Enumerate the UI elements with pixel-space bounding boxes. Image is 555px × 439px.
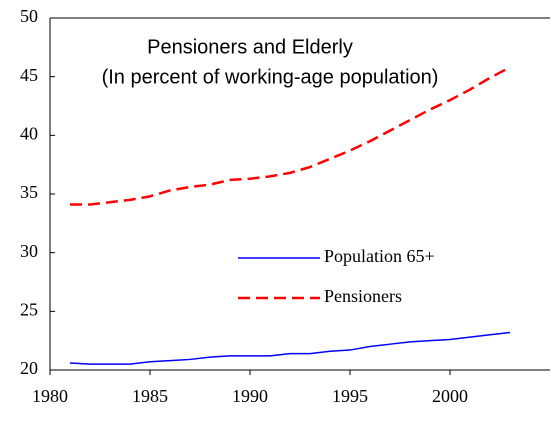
series-line — [70, 66, 511, 206]
y-tick-label: 40 — [20, 123, 38, 143]
x-tick-label: 1985 — [132, 386, 168, 406]
y-tick-label: 45 — [20, 65, 38, 85]
chart-subtitle: (In percent of working-age population) — [102, 66, 439, 88]
x-tick-label: 1980 — [32, 386, 68, 406]
x-tick-label: 1995 — [332, 386, 368, 406]
series-line — [69, 331, 511, 365]
x-tick-label: 1990 — [232, 386, 268, 406]
y-tick-label: 50 — [20, 6, 38, 26]
chart-title: Pensioners and Elderly — [147, 36, 353, 58]
x-tick-label: 2000 — [432, 386, 468, 406]
legend-label: Pensioners — [324, 286, 402, 306]
legend-label: Population 65+ — [324, 246, 435, 266]
y-tick-label: 35 — [20, 182, 38, 202]
y-tick-label: 25 — [20, 299, 38, 319]
y-tick-label: 20 — [20, 358, 38, 378]
y-tick-label: 30 — [20, 241, 38, 261]
